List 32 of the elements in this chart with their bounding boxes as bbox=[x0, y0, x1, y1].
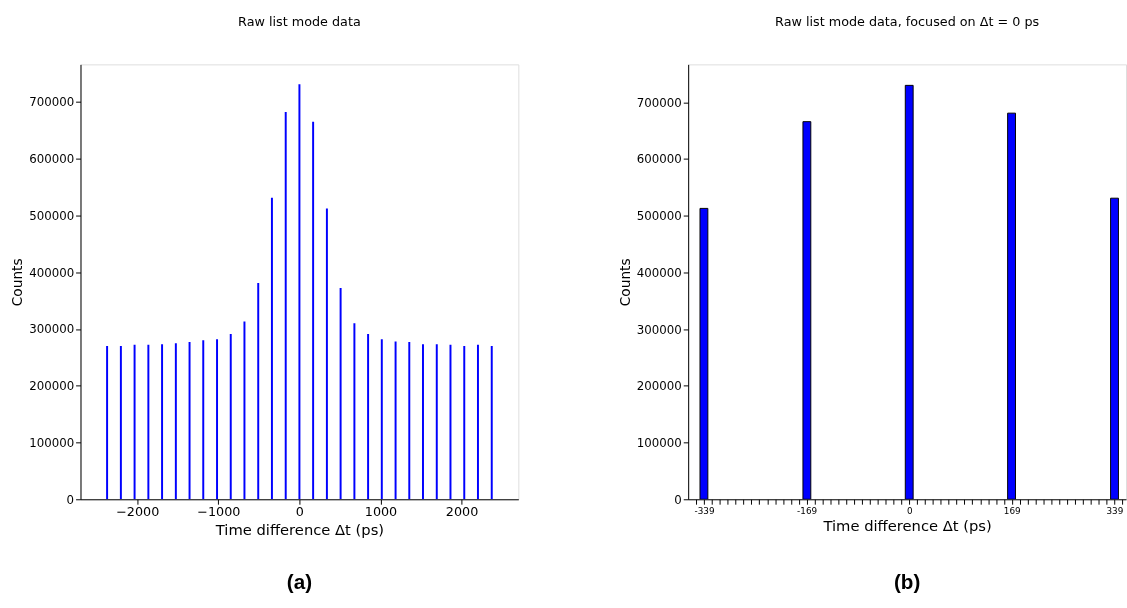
y-tick-label: 700000 bbox=[636, 95, 682, 110]
y-tick-label: 500000 bbox=[636, 209, 682, 224]
x-tick-label: 339 bbox=[1106, 505, 1124, 516]
y-tick-label: 100000 bbox=[29, 435, 75, 450]
y-tick-label: 500000 bbox=[29, 208, 75, 223]
y-tick-label: 300000 bbox=[29, 322, 75, 337]
chart-title: Raw list mode data bbox=[238, 14, 361, 30]
y-tick-label: 100000 bbox=[636, 435, 682, 450]
y-tick-label: 600000 bbox=[29, 152, 75, 167]
y-axis-title: Counts bbox=[9, 258, 26, 307]
x-tick-label: −1000 bbox=[197, 504, 241, 520]
x-tick-label: -169 bbox=[797, 505, 818, 516]
text: (a) bbox=[286, 569, 313, 593]
x-tick-label: −2000 bbox=[116, 504, 160, 520]
y-tick-label: 600000 bbox=[636, 152, 682, 167]
y-tick-label: 400000 bbox=[29, 265, 75, 280]
y-tick-label: 200000 bbox=[29, 379, 75, 394]
x-tick-label: 1000 bbox=[364, 504, 398, 520]
text: (b) bbox=[893, 569, 921, 593]
x-tick-label: 0 bbox=[906, 505, 913, 516]
x-tick-label: 169 bbox=[1003, 505, 1021, 516]
y-tick-label: 400000 bbox=[636, 265, 682, 280]
x-tick-label: -339 bbox=[694, 505, 715, 516]
y-tick-label: 200000 bbox=[636, 379, 682, 394]
y-tick-label: 700000 bbox=[29, 95, 75, 110]
x-tick-label: 2000 bbox=[445, 504, 479, 520]
x-axis-title: Time difference Δt (ps) bbox=[822, 517, 992, 535]
y-axis-title: Counts bbox=[616, 258, 633, 307]
chart-title: Raw list mode data, focused on Δt = 0 ps bbox=[775, 14, 1040, 30]
x-tick-label: 0 bbox=[295, 504, 304, 520]
y-tick-label: 300000 bbox=[636, 322, 682, 337]
x-axis-title: Time difference Δt (ps) bbox=[214, 521, 385, 539]
